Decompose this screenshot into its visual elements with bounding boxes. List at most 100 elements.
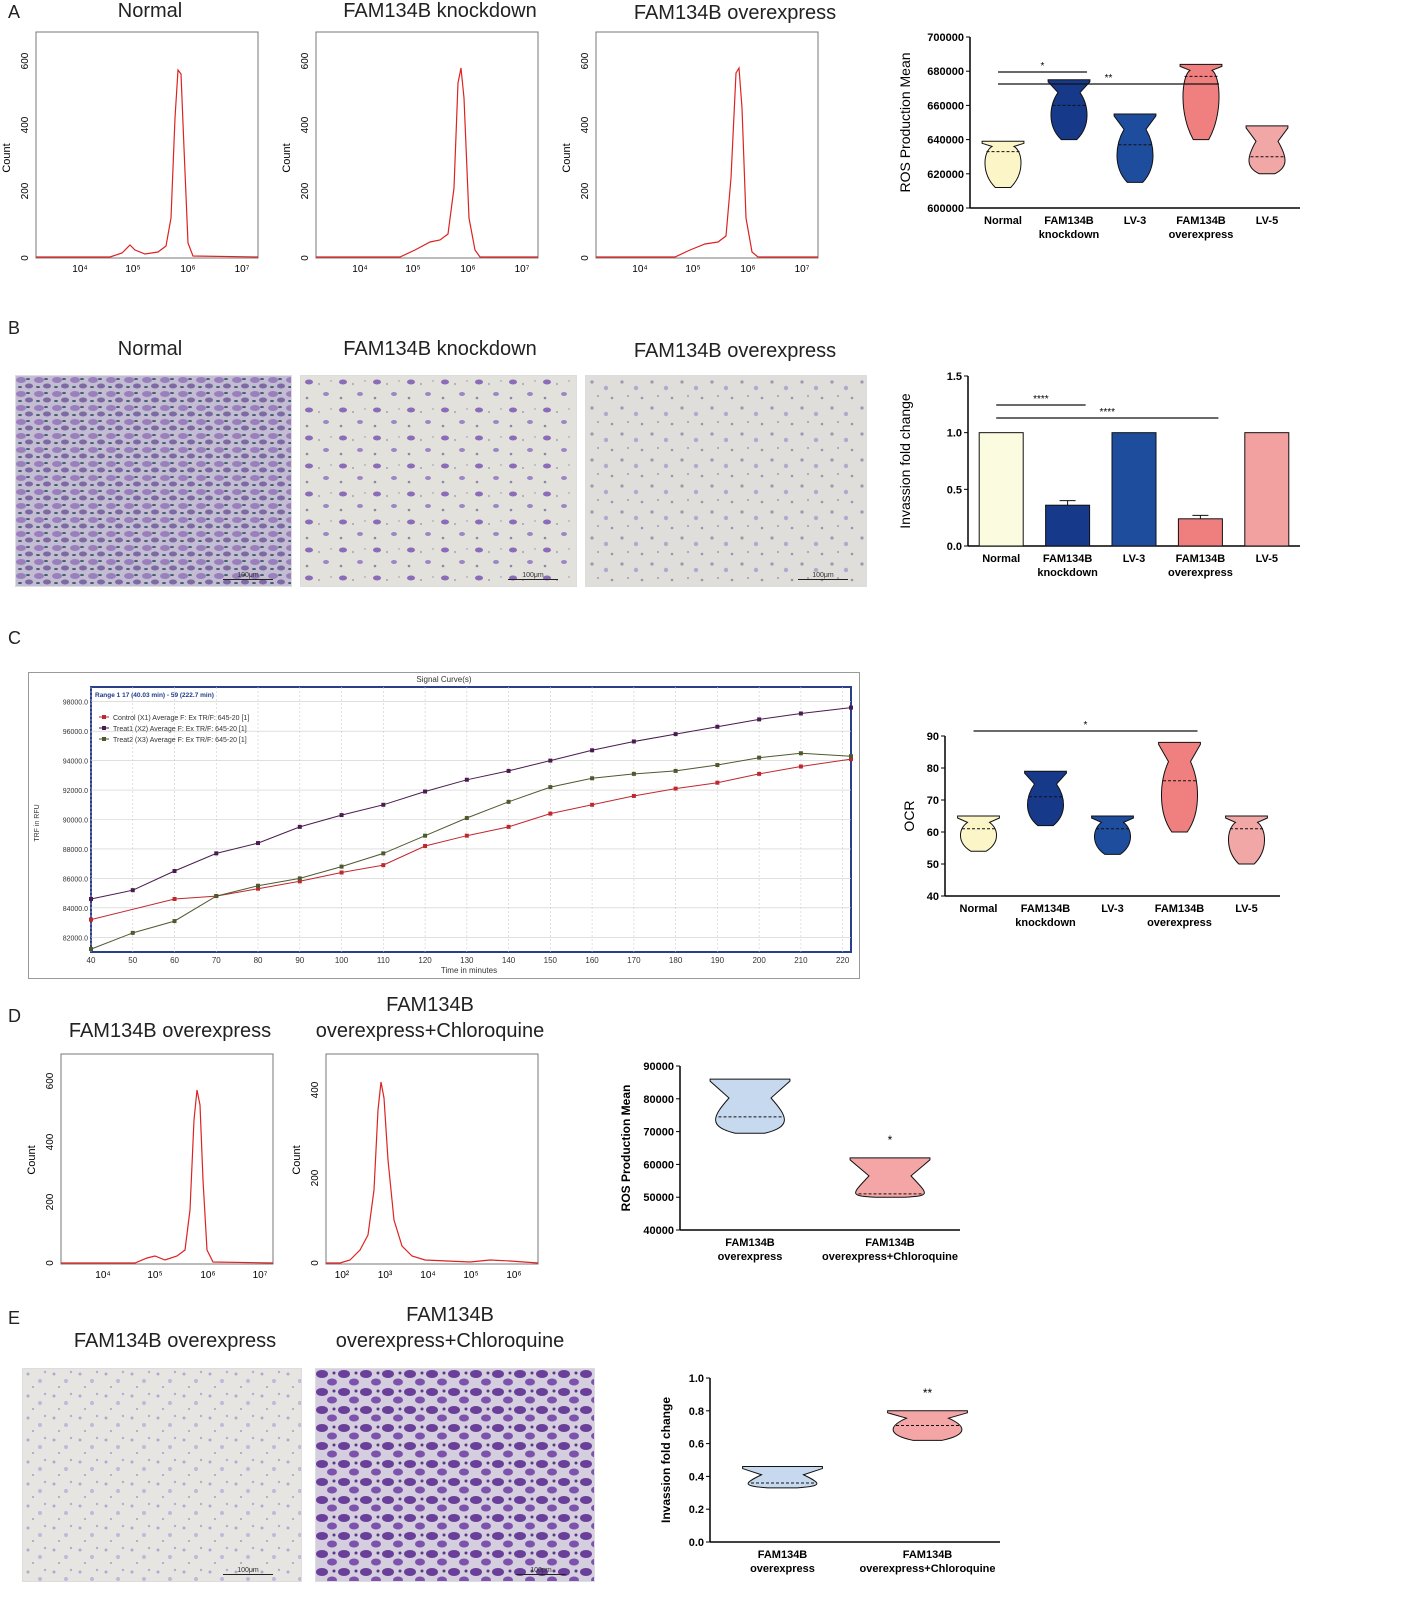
legend-marker <box>102 715 106 719</box>
hist-ytick: 200 <box>45 1193 56 1210</box>
hist-ytick: 600 <box>45 1072 56 1089</box>
y-tick-label: 86000.0 <box>63 876 88 883</box>
series-marker <box>256 886 261 891</box>
micrograph-texture <box>16 376 291 586</box>
x-tick-label: Normal <box>960 903 998 915</box>
violin <box>849 1157 931 1198</box>
y-tick-label: 600000 <box>927 203 964 215</box>
y-tick-label: 60 <box>927 827 939 839</box>
series-marker <box>798 751 803 756</box>
hist-xtick: 10⁶ <box>180 264 195 275</box>
hist-ytick: 400 <box>300 116 311 133</box>
hist-xticks: 10⁴ 10⁵ 10⁶ 10⁷ <box>72 264 249 275</box>
hist-a1-title: Normal <box>117 0 183 22</box>
y-tick-label: 1.5 <box>947 371 962 383</box>
hist-ylabel: Count <box>561 143 573 172</box>
micrograph-texture <box>586 376 866 586</box>
hist-ytick: 200 <box>580 182 591 199</box>
hist-ytick: 400 <box>580 116 591 133</box>
hist-xticks: 10² 10³ 10⁴ 10⁵ 10⁶ <box>335 1270 522 1281</box>
y-tick-label: 70 <box>927 795 939 807</box>
hist-curve <box>326 1081 539 1264</box>
series-marker <box>214 851 219 856</box>
series-marker <box>423 833 428 838</box>
legend-entry: Control (X1) Average F: Ex TR/F: 645-20 … <box>113 715 249 722</box>
bar <box>1244 432 1290 547</box>
hist-yticks: 0 200 400 600 <box>580 52 591 261</box>
scale-bar: 100μm <box>223 1567 273 1575</box>
violin <box>1225 815 1268 865</box>
micro-b1-title: Normal <box>117 338 183 360</box>
hist-xtick: 10⁷ <box>235 264 250 275</box>
x-tick-label: Normal <box>984 215 1022 227</box>
histogram-d-chloroquine: Count 0 200 400 10² 10³ 10⁴ 10⁵ 10⁶ <box>291 1053 539 1281</box>
micrograph-e-chloroquine: 100μm <box>315 1368 595 1582</box>
series-marker <box>757 771 762 776</box>
hist-xticks: 10⁴ 10⁵ 10⁶ 10⁷ <box>632 264 809 275</box>
chart-invasion-e: 0.0 0.2 0.4 0.6 0.8 1.0 Invassion fold change F… <box>660 1373 1000 1575</box>
x-tick-label: 150 <box>544 956 558 965</box>
series-marker <box>89 917 93 922</box>
y-tick-label: 0.0 <box>689 1537 704 1549</box>
micrograph-e-overexpress: 100μm <box>22 1368 302 1582</box>
micrograph-knockdown: 100μm <box>300 375 577 587</box>
x-tick-label: 70 <box>212 956 221 965</box>
hist-xtick: 10⁵ <box>147 1270 162 1281</box>
y-axis-label: Invassion fold change <box>660 1397 673 1523</box>
hist-xtick: 10⁴ <box>420 1270 435 1281</box>
x-tick-label: LV-3 <box>1101 903 1123 915</box>
hist-yticks: 0 200 400 600 <box>45 1072 56 1266</box>
hist-xtick: 10² <box>335 1270 350 1281</box>
hist-ytick: 400 <box>45 1133 56 1150</box>
significance-label: * <box>1041 61 1045 72</box>
series-marker <box>89 947 93 952</box>
series-marker <box>506 799 511 804</box>
hist-xtick: 10⁵ <box>463 1270 478 1281</box>
y-tick-label: 90000 <box>643 1061 674 1073</box>
panel-letter-c: C <box>8 628 21 648</box>
series-marker <box>172 869 177 874</box>
y-tick-label: 80000 <box>643 1094 674 1106</box>
micro-b2-title: FAM134B knockdown <box>343 338 537 360</box>
hist-curve <box>596 66 818 258</box>
significance-label: **** <box>1033 394 1049 405</box>
hist-yticks: 0 200 400 600 <box>20 52 31 261</box>
hist-ytick: 0 <box>20 255 31 261</box>
hist-ytick: 0 <box>300 255 311 261</box>
x-tick-label: 210 <box>794 956 808 965</box>
significance-label: * <box>1084 720 1088 731</box>
y-tick-label: 1.0 <box>689 1373 704 1385</box>
x-tick-label: FAM134B knockdown <box>1015 903 1076 929</box>
x-tick-label: 190 <box>711 956 725 965</box>
hist-yticks: 0 200 400 600 <box>300 52 311 261</box>
chart-invasion-b: 0.0 0.5 1.0 1.5 Invassion fold change Normal F… <box>900 371 1300 579</box>
hist-ytick: 200 <box>300 182 311 199</box>
y-tick-label: 700000 <box>927 32 964 44</box>
x-tick-label: LV-3 <box>1123 553 1145 565</box>
x-tick-label: FAM134B overexpress <box>1147 903 1212 929</box>
hist-xtick: 10³ <box>378 1270 393 1281</box>
histogram-d-overexpress: Count 0 200 400 600 10⁴ 10⁵ 10⁶ 10⁷ <box>26 1053 274 1281</box>
bar <box>1111 432 1157 547</box>
series-marker <box>849 757 853 762</box>
x-tick-label: Normal <box>982 553 1020 565</box>
series-marker <box>464 777 469 782</box>
hist-ytick: 600 <box>580 52 591 69</box>
violin <box>1158 741 1201 833</box>
series-marker <box>172 897 177 901</box>
series-marker <box>506 768 511 773</box>
series-marker <box>757 717 762 722</box>
signal-xlabel: Time in minutes <box>441 966 497 975</box>
y-tick-label: 70000 <box>643 1127 674 1139</box>
series-marker <box>89 897 93 901</box>
series-marker <box>548 758 553 763</box>
hist-ylabel: Count <box>281 143 293 172</box>
micrograph-texture <box>23 1369 301 1581</box>
hist-a3-title: FAM134B overexpress <box>633 2 837 24</box>
hist-xtick: 10⁴ <box>95 1270 110 1281</box>
series-marker <box>798 711 803 716</box>
y-tick-label: 50 <box>927 859 939 871</box>
series-marker <box>130 888 135 893</box>
micro-e1-title: FAM134B overexpress <box>73 1330 277 1352</box>
hist-xtick: 10⁴ <box>352 264 367 275</box>
